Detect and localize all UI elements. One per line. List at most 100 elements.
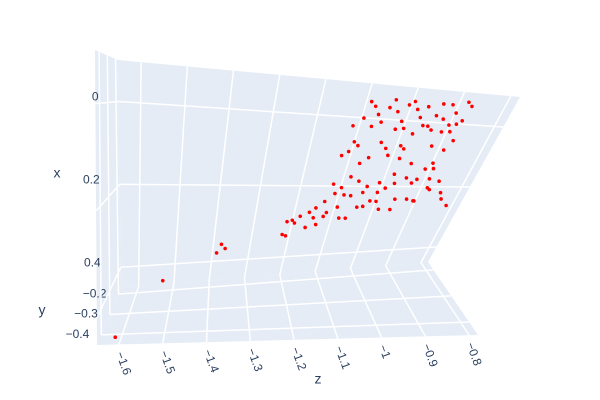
point — [366, 155, 371, 160]
point — [413, 99, 418, 104]
point — [467, 100, 471, 105]
grid-line — [118, 269, 434, 295]
point — [441, 102, 446, 106]
point — [292, 221, 297, 225]
point — [401, 147, 406, 151]
point — [441, 148, 446, 152]
point — [409, 161, 414, 166]
point — [351, 123, 355, 128]
point — [214, 251, 219, 255]
y-tick-label: −0.2 — [83, 286, 107, 300]
point — [343, 216, 348, 220]
grid-line — [279, 274, 295, 340]
point — [404, 197, 409, 201]
grid-line — [137, 62, 142, 287]
point — [339, 153, 344, 158]
point — [426, 124, 430, 129]
point — [418, 115, 423, 120]
point — [377, 180, 382, 185]
grid-line — [98, 51, 103, 335]
x-axis-title: x — [54, 165, 61, 181]
point — [431, 166, 436, 171]
grid-line — [173, 66, 189, 284]
point — [454, 111, 458, 115]
point — [362, 116, 366, 120]
y-tick-label: −0.4 — [66, 327, 90, 341]
point — [369, 124, 374, 129]
point — [392, 181, 397, 186]
point — [410, 132, 415, 136]
x-tick-label: 0 — [92, 90, 99, 104]
point — [321, 214, 325, 219]
point — [470, 104, 474, 109]
z-tick-label: −0.8 — [463, 341, 484, 368]
point — [451, 138, 455, 143]
point — [429, 128, 433, 132]
point — [454, 122, 459, 126]
grid-line — [114, 58, 120, 295]
grid-line — [314, 271, 339, 339]
point — [311, 215, 316, 220]
point — [285, 219, 289, 224]
point — [383, 186, 388, 190]
point — [431, 161, 435, 165]
point — [447, 123, 451, 127]
point — [392, 172, 397, 176]
point — [460, 119, 465, 123]
point — [423, 167, 427, 171]
grid-line — [208, 70, 235, 281]
point — [346, 149, 351, 154]
point — [421, 123, 425, 128]
point — [331, 182, 336, 186]
point — [373, 104, 378, 109]
point — [376, 207, 381, 212]
z-tick-label: −1.1 — [332, 344, 353, 371]
grid-line — [420, 95, 512, 263]
point — [393, 197, 397, 201]
grid-line — [101, 321, 470, 336]
point — [438, 190, 443, 195]
point — [379, 140, 384, 145]
point — [352, 139, 357, 144]
grid-line — [120, 246, 437, 269]
grid-line — [420, 262, 470, 336]
z-tick-label: −0.9 — [420, 342, 441, 369]
point — [349, 175, 353, 179]
point — [360, 190, 365, 195]
point — [386, 153, 390, 158]
point — [437, 179, 441, 184]
z-tick-label: −1.5 — [157, 349, 178, 376]
point — [429, 144, 434, 148]
point — [322, 199, 327, 204]
point — [399, 119, 404, 124]
point — [376, 112, 381, 117]
grid-line — [118, 100, 504, 128]
point — [409, 181, 414, 185]
point — [426, 104, 431, 109]
point — [336, 216, 341, 220]
point — [415, 177, 419, 182]
point — [439, 130, 444, 134]
point — [283, 233, 288, 238]
y-tick-label: −0.3 — [74, 307, 98, 321]
point — [427, 177, 432, 181]
point — [360, 204, 365, 209]
grid-line — [314, 83, 373, 272]
point — [314, 206, 318, 210]
point — [427, 187, 432, 192]
point — [313, 222, 318, 227]
grid-line — [349, 268, 383, 338]
grid-line — [349, 87, 420, 269]
point — [356, 143, 360, 148]
point — [397, 156, 402, 161]
point — [374, 199, 378, 204]
x-tick-label: 0.2 — [83, 173, 100, 187]
point — [434, 113, 439, 118]
point — [404, 176, 409, 180]
point — [357, 179, 361, 183]
z-tick-label: −1.3 — [244, 346, 265, 373]
point — [379, 120, 383, 124]
point — [383, 146, 388, 151]
grid-line — [384, 91, 466, 266]
